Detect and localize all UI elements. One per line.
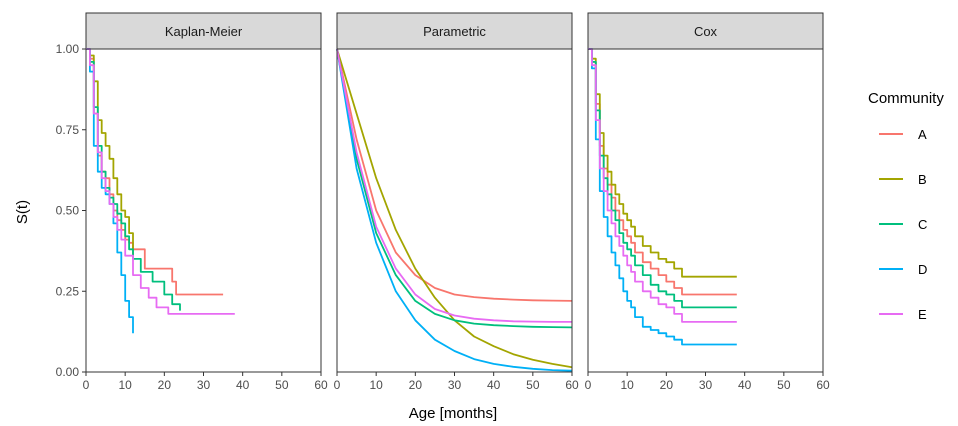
x-tick-label: 20: [158, 378, 172, 392]
x-tick-label: 40: [487, 378, 501, 392]
x-tick-label: 50: [777, 378, 791, 392]
panel-1: Parametric 0 10 20 30 40 50 60: [334, 12, 579, 392]
panel-title: Parametric: [423, 24, 486, 39]
panels-layer: Kaplan-Meier 0 10 20 30 40 50 60 0.00 0.25 0.50 0.7…: [56, 12, 830, 392]
x-tick-label: 20: [409, 378, 423, 392]
legend: Community A B C D E: [868, 90, 944, 322]
x-tick-label: 30: [699, 378, 713, 392]
series-line-E: [588, 48, 737, 323]
x-tick-label: 10: [118, 378, 132, 392]
legend-label: D: [918, 262, 927, 277]
series-line-D: [336, 48, 573, 372]
y-tick-label: 0.25: [56, 284, 80, 298]
panel-strip: [85, 12, 322, 50]
legend-label: A: [918, 127, 927, 142]
x-tick-label: 0: [334, 378, 341, 392]
y-tick-label: 0.00: [56, 365, 80, 379]
panel-strip: [336, 12, 573, 50]
x-tick-label: 30: [197, 378, 211, 392]
x-tick-label: 30: [448, 378, 462, 392]
legend-label: B: [918, 172, 927, 187]
panel-title: Kaplan-Meier: [165, 24, 243, 39]
legend-item-C: C: [879, 217, 927, 232]
y-tick-label: 0.75: [56, 123, 80, 137]
panel-2: Cox 0 10 20 30 40 50 60: [585, 12, 830, 392]
y-axis-title: S(t): [14, 200, 31, 224]
y-tick-label: 1.00: [56, 42, 80, 56]
y-tick-label: 0.50: [56, 204, 80, 218]
series-line-A: [336, 48, 573, 302]
x-tick-label: 60: [565, 378, 579, 392]
x-tick-label: 60: [314, 378, 328, 392]
panel-title: Cox: [694, 24, 718, 39]
legend-label: C: [918, 217, 927, 232]
panel-0: Kaplan-Meier 0 10 20 30 40 50 60 0.00 0.25 0.50 0.7…: [56, 12, 328, 392]
x-axis-title: Age [months]: [409, 405, 497, 422]
legend-label: E: [918, 307, 927, 322]
x-tick-label: 10: [620, 378, 634, 392]
legend-title: Community: [868, 90, 944, 107]
x-tick-label: 60: [816, 378, 830, 392]
series-line-E: [336, 48, 572, 323]
series-line-E: [86, 48, 235, 315]
legend-item-D: D: [879, 262, 927, 277]
plot-area: [588, 49, 823, 372]
x-tick-label: 20: [660, 378, 674, 392]
series-line-D: [588, 48, 737, 346]
legend-item-E: E: [879, 307, 927, 322]
series-line-C: [336, 48, 573, 329]
x-tick-label: 0: [585, 378, 592, 392]
x-tick-label: 10: [369, 378, 383, 392]
legend-item-A: A: [879, 127, 927, 142]
legend-item-B: B: [879, 172, 927, 187]
x-tick-label: 50: [526, 378, 540, 392]
x-tick-label: 0: [83, 378, 90, 392]
x-tick-label: 50: [275, 378, 289, 392]
x-tick-label: 40: [236, 378, 250, 392]
x-tick-label: 40: [738, 378, 752, 392]
